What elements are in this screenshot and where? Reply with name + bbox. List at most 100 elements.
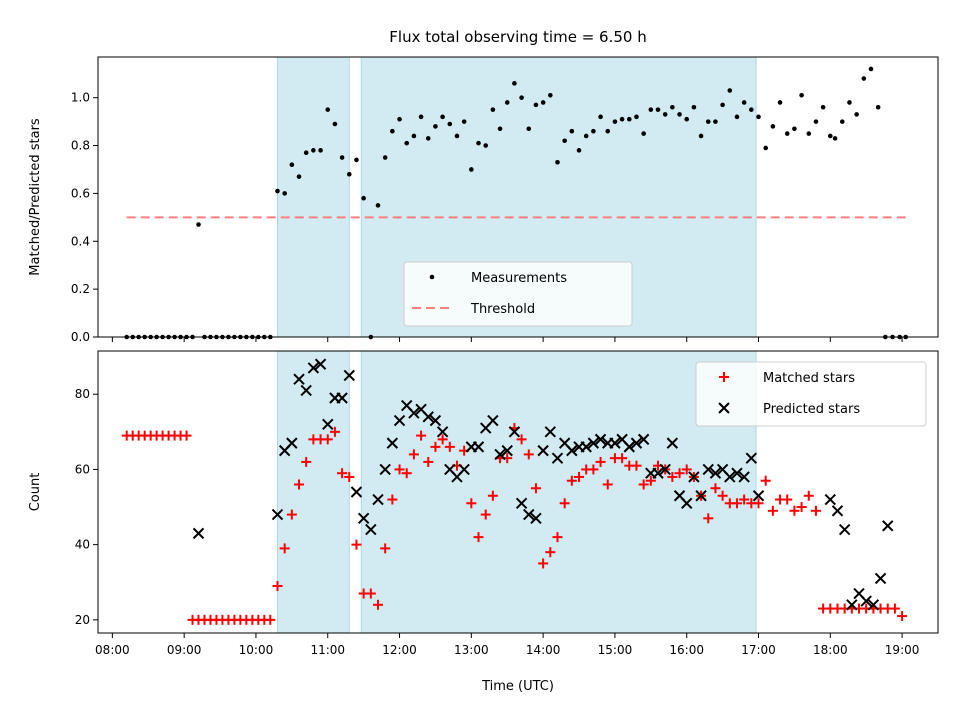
data-point [286, 437, 298, 449]
data-point [770, 124, 776, 129]
data-point [422, 411, 434, 423]
data-point [490, 107, 496, 112]
data-point [265, 614, 276, 625]
data-point [271, 508, 284, 521]
x-marker-b [745, 452, 758, 464]
data-point [325, 107, 331, 112]
x-tick-label: 17:00 [741, 643, 776, 657]
data-point [181, 430, 192, 441]
y-tick-label: 0.6 [71, 186, 90, 200]
data-point [552, 532, 563, 543]
data-point [691, 104, 697, 110]
data-point [868, 66, 874, 72]
data-point [739, 494, 750, 505]
data-point [418, 114, 424, 120]
data-point [698, 133, 704, 139]
data-point [591, 128, 596, 134]
data-point [631, 460, 642, 471]
data-point [293, 373, 305, 385]
x-marker-b [336, 392, 348, 404]
data-point [796, 502, 807, 513]
data-point [344, 471, 355, 482]
x-tick-label: 10:00 [239, 643, 274, 657]
data-point [720, 102, 725, 108]
data-point [473, 532, 484, 543]
data-point [782, 494, 793, 505]
x-marker-b [422, 411, 434, 423]
x-tick-label: 13:00 [454, 643, 489, 657]
x-marker-b [530, 512, 542, 525]
data-point [731, 467, 743, 479]
data-point [662, 112, 668, 117]
x-tick-label: 14:00 [526, 643, 561, 657]
data-point [423, 456, 434, 467]
data-point [813, 119, 819, 124]
data-point [408, 407, 420, 419]
data-point [724, 471, 736, 483]
data-point [681, 464, 692, 475]
data-point [839, 119, 845, 124]
x-marker-b [307, 362, 320, 374]
data-point [515, 497, 528, 509]
data-point [480, 509, 491, 520]
data-point [343, 369, 355, 382]
data-point [810, 505, 821, 516]
data-point [727, 88, 733, 93]
x-marker-b [616, 433, 628, 446]
data-point [605, 128, 611, 134]
data-point [279, 543, 290, 554]
data-point [882, 520, 894, 532]
data-point [351, 539, 362, 550]
data-point [709, 467, 722, 479]
data-point [350, 486, 363, 498]
data-point [684, 116, 690, 122]
data-point [397, 116, 402, 122]
data-point [760, 475, 771, 486]
data-point [476, 140, 481, 146]
x-marker-b [637, 433, 650, 446]
data-point [638, 479, 649, 490]
data-point [598, 114, 603, 120]
data-point [282, 191, 287, 196]
data-point [329, 426, 340, 437]
data-point [487, 414, 499, 427]
data-point [641, 131, 646, 136]
data-point [659, 463, 671, 476]
data-point [365, 588, 376, 599]
data-point [710, 483, 721, 494]
data-point [555, 159, 560, 165]
series-matched-stars [121, 423, 908, 625]
data-point [695, 490, 707, 502]
data-point [466, 498, 477, 509]
x-marker-b [393, 414, 406, 427]
x-tick-label: 19:00 [885, 643, 920, 657]
data-point [645, 475, 656, 486]
data-point [300, 384, 312, 397]
data-point [838, 523, 851, 536]
x-marker-b [558, 437, 571, 449]
data-point [587, 437, 600, 449]
x-marker-b [515, 497, 528, 509]
data-point [387, 494, 398, 505]
data-point [703, 513, 714, 524]
data-point [655, 107, 661, 112]
data-point [296, 174, 302, 179]
data-point [314, 358, 327, 370]
x-marker-b [300, 384, 312, 397]
data-point [401, 468, 412, 479]
plot-frame [97, 56, 939, 338]
legend: Matched stars Predicted stars [695, 361, 927, 427]
x-tick-label: 15:00 [598, 643, 633, 657]
x-marker-b [508, 426, 521, 438]
data-point [504, 100, 510, 105]
data-point [530, 483, 541, 494]
data-point [346, 171, 352, 177]
x-marker-b [609, 437, 621, 449]
data-point [361, 195, 366, 201]
data-point [386, 437, 399, 449]
data-point [538, 558, 549, 569]
data-point [472, 441, 485, 453]
legend: Measurements Threshold [403, 261, 633, 327]
x-marker-b [874, 572, 887, 585]
legend-label: Threshold [470, 302, 535, 317]
